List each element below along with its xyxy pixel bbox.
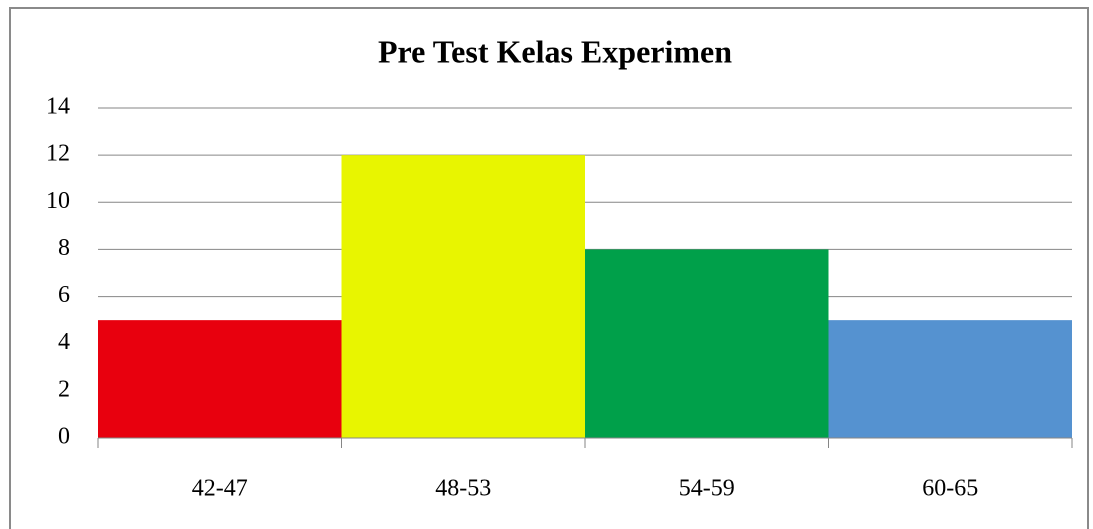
bar xyxy=(585,249,829,438)
bar xyxy=(828,320,1072,438)
y-tick-label: 2 xyxy=(58,376,70,402)
y-tick-label: 4 xyxy=(58,329,70,355)
bar xyxy=(341,155,585,438)
bar xyxy=(98,320,342,438)
y-tick-label: 14 xyxy=(46,94,70,120)
x-tick-label: 60-65 xyxy=(922,476,978,502)
y-tick-label: 12 xyxy=(46,141,70,167)
y-tick-label: 6 xyxy=(58,282,70,308)
x-tick-label: 48-53 xyxy=(435,476,491,502)
x-tick-label: 42-47 xyxy=(192,476,248,502)
x-tick-label: 54-59 xyxy=(679,476,735,502)
y-tick-label: 8 xyxy=(58,235,70,261)
y-tick-label: 0 xyxy=(58,424,70,450)
y-tick-label: 10 xyxy=(46,188,70,214)
chart-title: Pre Test Kelas Experimen xyxy=(378,33,732,69)
